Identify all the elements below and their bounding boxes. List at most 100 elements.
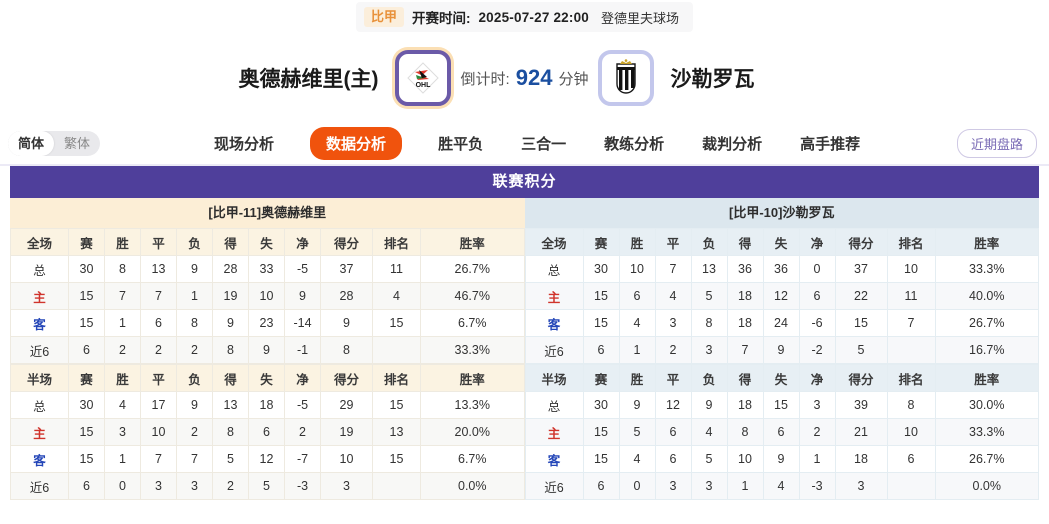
cell-6: -3 — [798, 472, 836, 500]
row-label: 近6 — [10, 336, 69, 364]
recent-odds-button[interactable]: 近期盘路 — [956, 128, 1037, 158]
countdown-label: 倒计时: — [460, 70, 510, 88]
cell-9: 20.0% — [420, 418, 525, 446]
col-ga: 失 — [248, 364, 285, 392]
countdown-value: 924 — [515, 65, 553, 90]
col-points: 得分 — [320, 364, 373, 392]
home-team[interactable]: 奥德赫维里(主) OHL — [78, 50, 451, 106]
cell-0: 30 — [68, 391, 105, 419]
cell-5: 5 — [248, 472, 285, 500]
cell-7: 8 — [320, 336, 373, 364]
cell-3: 3 — [690, 336, 728, 364]
tab-coach-analysis[interactable]: 教练分析 — [604, 135, 665, 153]
cell-1: 1 — [618, 336, 656, 364]
table-row: 总 30 9 12 9 18 15 3 39 8 30.0% — [524, 391, 1039, 419]
col-gd: 净 — [798, 364, 836, 392]
cell-7: 10 — [320, 445, 373, 473]
col-lose: 负 — [176, 364, 213, 392]
table-row: 主 15 7 7 1 19 10 9 28 4 46.7% — [10, 282, 525, 310]
venue-name: 登德里夫球场 — [601, 10, 680, 26]
svg-text:OHL: OHL — [415, 82, 431, 89]
cell-1: 1 — [104, 445, 141, 473]
away-fulltime-body: 总 30 10 7 13 36 36 0 37 10 33.3% 主 15 6 4 5 18 12 6 22 11 40.… — [524, 255, 1039, 364]
cell-0: 6 — [68, 472, 105, 500]
cell-0: 15 — [68, 309, 105, 337]
row-label: 客 — [524, 309, 584, 337]
cell-3: 9 — [176, 391, 213, 419]
col-lose: 负 — [690, 364, 728, 392]
tab-win-draw-lose[interactable]: 胜平负 — [438, 135, 484, 153]
match-info-bar: 比甲 开赛时间: 2025-07-27 22:00 登德里夫球场 — [0, 0, 1049, 34]
cell-4: 28 — [212, 255, 249, 283]
col-lose: 负 — [690, 228, 728, 256]
cell-9: 46.7% — [420, 282, 525, 310]
row-label: 总 — [524, 255, 584, 283]
cell-6: -5 — [284, 255, 321, 283]
cell-3: 5 — [690, 282, 728, 310]
cell-6: 0 — [798, 255, 836, 283]
nav-tabs: 现场分析 数据分析 胜平负 三合一 教练分析 裁判分析 高手推荐 — [212, 126, 862, 160]
cell-8: 13 — [372, 418, 421, 446]
col-draw: 平 — [654, 228, 692, 256]
away-fulltime-table: 全场 赛 胜 平 负 得 失 净 得分 排名 胜率 总 30 10 7 13 36 36 0 3… — [524, 228, 1040, 364]
cell-8: 4 — [372, 282, 421, 310]
cell-5: 24 — [762, 309, 800, 337]
row-label: 总 — [10, 255, 69, 283]
cell-3: 3 — [690, 472, 728, 500]
away-halftime-table: 半场 赛 胜 平 负 得 失 净 得分 排名 胜率 总 30 9 12 9 18 15 3 39… — [524, 364, 1040, 500]
cell-6: 2 — [798, 418, 836, 446]
col-winrate: 胜率 — [420, 228, 525, 256]
cell-3: 8 — [690, 309, 728, 337]
cell-8: 15 — [372, 445, 421, 473]
teams-header: 奥德赫维里(主) OHL 倒计时: 924 分钟 — [0, 34, 1049, 122]
cell-4: 8 — [212, 418, 249, 446]
table-header-row: 半场 赛 胜 平 负 得 失 净 得分 排名 胜率 — [10, 364, 525, 392]
col-draw: 平 — [140, 364, 177, 392]
tab-live-analysis[interactable]: 现场分析 — [214, 135, 275, 153]
cell-7: 39 — [834, 391, 888, 419]
tab-data-analysis[interactable]: 数据分析 — [310, 126, 403, 160]
cell-3: 1 — [176, 282, 213, 310]
lang-simplified[interactable]: 简体 — [8, 130, 55, 156]
col-scope: 全场 — [10, 228, 69, 256]
tab-three-in-one[interactable]: 三合一 — [521, 135, 567, 153]
table-row: 近6 6 1 2 3 7 9 -2 5 16.7% — [524, 336, 1039, 364]
col-played: 赛 — [68, 228, 105, 256]
cell-3: 2 — [176, 336, 213, 364]
cell-5: 6 — [762, 418, 800, 446]
col-winrate: 胜率 — [934, 228, 1039, 256]
cell-5: 12 — [248, 445, 285, 473]
cell-4: 18 — [726, 282, 764, 310]
countdown-unit: 分钟 — [558, 70, 589, 88]
table-header-row: 全场 赛 胜 平 负 得 失 净 得分 排名 胜率 — [524, 228, 1039, 256]
away-team[interactable]: 沙勒罗瓦 — [598, 50, 971, 106]
col-win: 胜 — [104, 228, 141, 256]
tab-referee-analysis[interactable]: 裁判分析 — [702, 135, 763, 153]
cell-7: 28 — [320, 282, 373, 310]
cell-3: 9 — [690, 391, 728, 419]
lang-traditional[interactable]: 繁体 — [64, 135, 91, 151]
row-label: 主 — [10, 418, 69, 446]
tab-expert-picks[interactable]: 高手推荐 — [800, 135, 861, 153]
col-played: 赛 — [582, 364, 620, 392]
col-gf: 得 — [726, 228, 764, 256]
cell-8: 10 — [886, 255, 936, 283]
cell-4: 36 — [726, 255, 764, 283]
cell-6: -2 — [798, 336, 836, 364]
home-halftime-body: 总 30 4 17 9 13 18 -5 29 15 13.3% 主 15 3 10 2 8 6 2 19 13 20.0… — [10, 391, 525, 500]
cell-2: 7 — [140, 445, 177, 473]
cell-0: 15 — [582, 445, 620, 473]
cell-5: 10 — [248, 282, 285, 310]
cell-1: 0 — [104, 472, 141, 500]
col-scope: 全场 — [524, 228, 584, 256]
cell-1: 5 — [618, 418, 656, 446]
cell-8: 11 — [372, 255, 421, 283]
cell-9: 33.3% — [934, 418, 1039, 446]
home-fulltime-table: 全场 赛 胜 平 负 得 失 净 得分 排名 胜率 总 30 8 13 9 28 33 -5 3… — [10, 228, 525, 364]
cell-4: 7 — [726, 336, 764, 364]
col-draw: 平 — [654, 364, 692, 392]
language-toggle[interactable]: 简体 繁体 — [8, 130, 101, 156]
cell-4: 13 — [212, 391, 249, 419]
col-gf: 得 — [726, 364, 764, 392]
cell-2: 4 — [654, 282, 692, 310]
